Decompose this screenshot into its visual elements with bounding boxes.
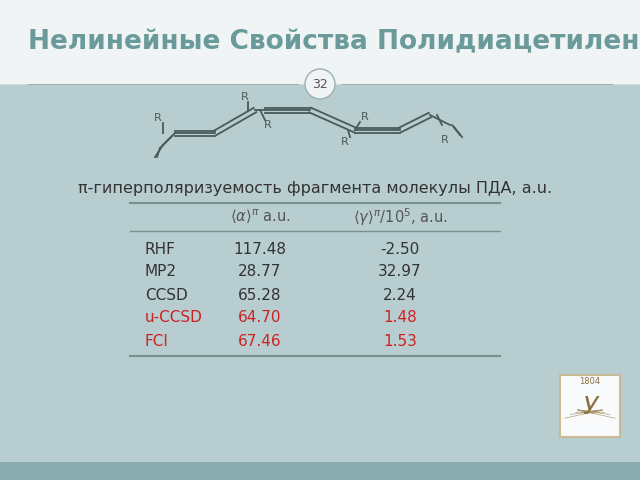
Text: $\langle\alpha\rangle^{\pi}$ a.u.: $\langle\alpha\rangle^{\pi}$ a.u. — [230, 208, 290, 226]
Bar — [0, 462, 640, 480]
Text: R: R — [361, 112, 369, 122]
Text: 1.48: 1.48 — [383, 311, 417, 325]
Text: R: R — [341, 137, 349, 147]
Text: 32.97: 32.97 — [378, 264, 422, 279]
Text: CCSD: CCSD — [145, 288, 188, 302]
Text: R: R — [264, 120, 272, 130]
Text: 28.77: 28.77 — [238, 264, 282, 279]
Text: 1804: 1804 — [579, 377, 600, 386]
Text: FCI: FCI — [145, 334, 169, 348]
Circle shape — [305, 69, 335, 99]
Text: 64.70: 64.70 — [238, 311, 282, 325]
Text: u-CCSD: u-CCSD — [145, 311, 203, 325]
Text: R: R — [154, 113, 162, 123]
Text: $\langle\gamma\rangle^{\pi}/10^{5}$, a.u.: $\langle\gamma\rangle^{\pi}/10^{5}$, a.u… — [353, 206, 447, 228]
Text: R: R — [241, 92, 249, 102]
Text: π-гиперполяризуемость фрагмента молекулы ПДА, a.u.: π-гиперполяризуемость фрагмента молекулы… — [78, 180, 552, 195]
Text: -2.50: -2.50 — [380, 241, 420, 256]
Text: RHF: RHF — [145, 241, 176, 256]
Text: 32: 32 — [312, 77, 328, 91]
Bar — [0, 0, 640, 84]
Text: 67.46: 67.46 — [238, 334, 282, 348]
Text: У: У — [582, 395, 598, 419]
Text: 2.24: 2.24 — [383, 288, 417, 302]
Text: 117.48: 117.48 — [234, 241, 287, 256]
Text: Нелинейные Свойства Полидиацетилена: Нелинейные Свойства Полидиацетилена — [28, 29, 640, 55]
Text: MP2: MP2 — [145, 264, 177, 279]
Text: R: R — [441, 135, 449, 145]
Text: 65.28: 65.28 — [238, 288, 282, 302]
Text: 1.53: 1.53 — [383, 334, 417, 348]
FancyBboxPatch shape — [560, 375, 620, 437]
